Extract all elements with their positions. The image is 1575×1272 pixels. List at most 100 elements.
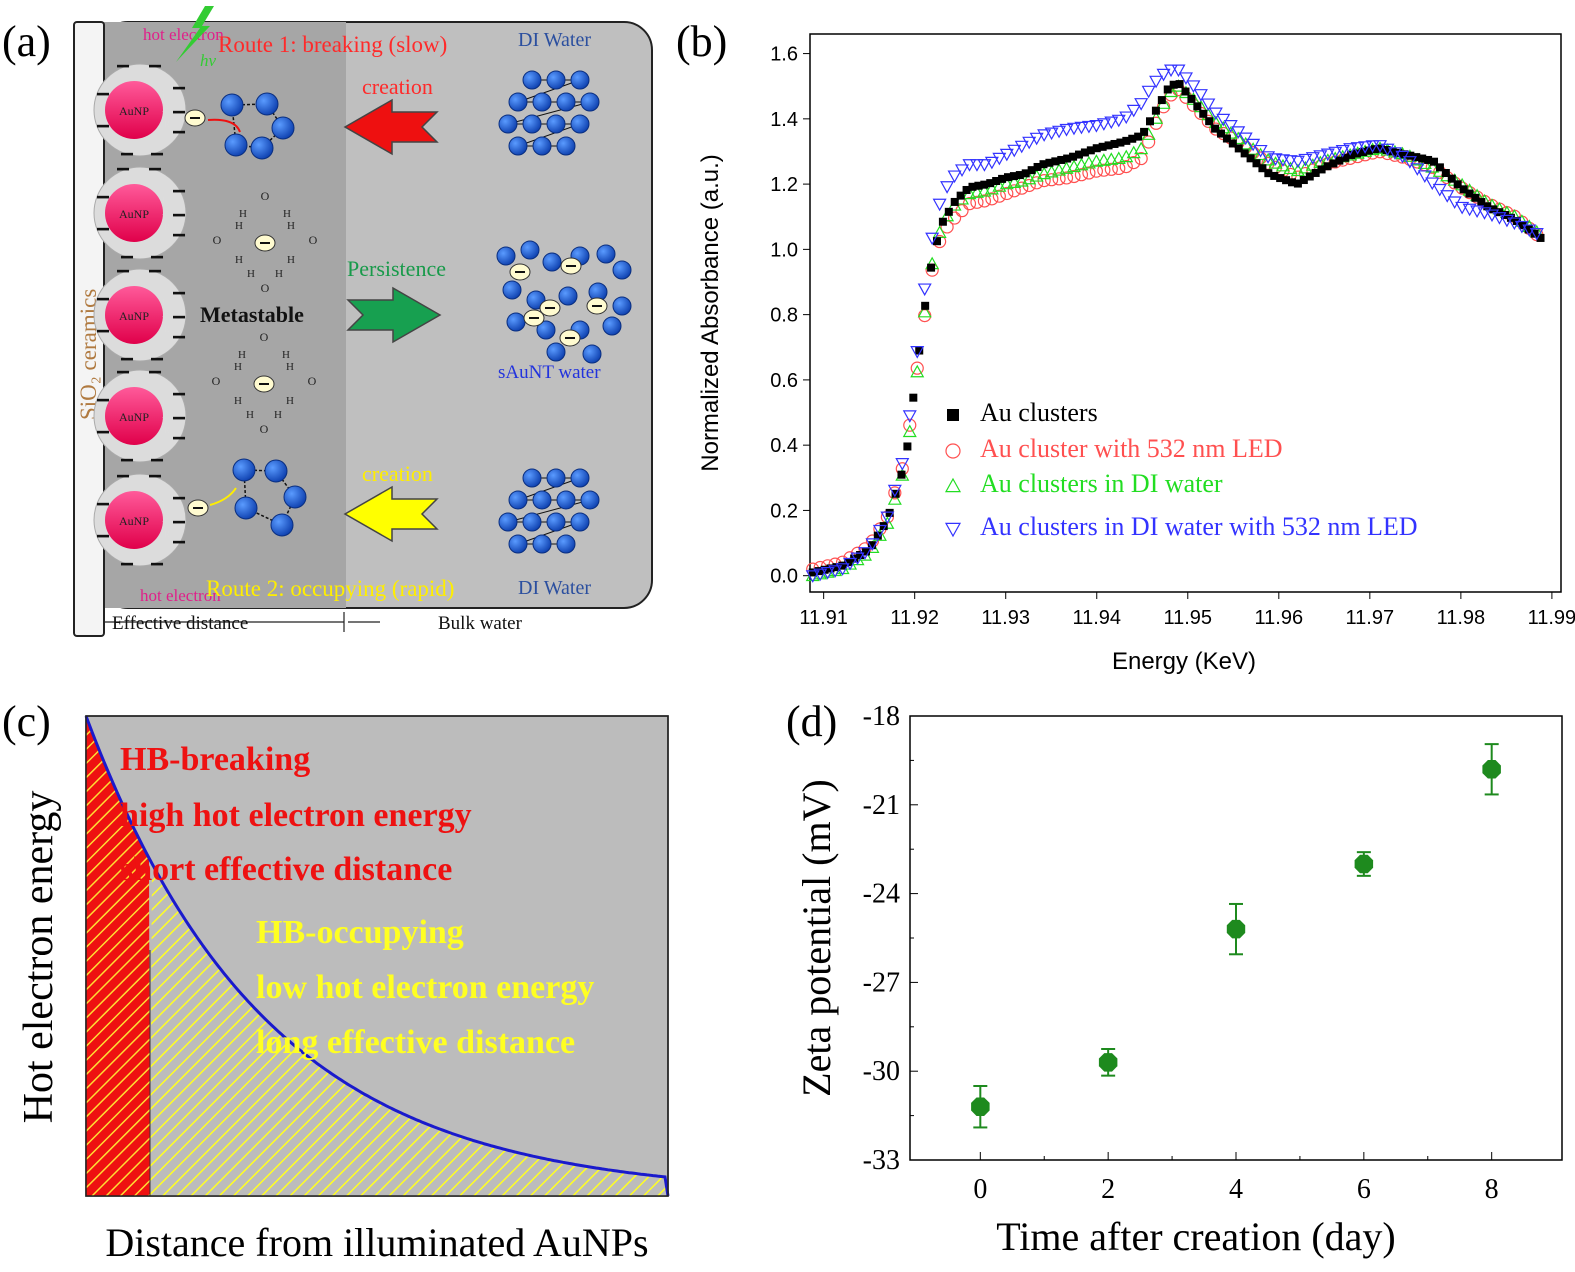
- data-point-triangle-down: [1208, 107, 1223, 121]
- data-point-square: [1447, 174, 1456, 183]
- data-point-circle: [1007, 184, 1021, 198]
- data-point-triangle-down: [1104, 116, 1119, 130]
- data-point-triangle-down: [1074, 121, 1089, 135]
- series-filled-square: [808, 80, 1545, 577]
- negative-charge: −: [172, 178, 186, 205]
- data-point-circle: [1052, 172, 1066, 186]
- cluster-bond: [517, 123, 581, 147]
- sauntwater-ball: [596, 244, 616, 264]
- hydrogen-atom: H: [286, 361, 294, 373]
- data-point-square: [1288, 178, 1297, 187]
- data-point-square: [1092, 144, 1101, 153]
- negative-charge: −: [172, 529, 186, 556]
- zeta-data-point: [1354, 854, 1374, 874]
- panel-label-a: (a): [2, 17, 51, 66]
- hydrogen-atom: H: [238, 349, 246, 361]
- cluster-ball: [570, 70, 590, 90]
- oxygen-atom: O: [212, 374, 221, 388]
- data-point-triangle-up: [1231, 131, 1246, 145]
- data-point-circle: [1089, 164, 1103, 178]
- data-point-triangle-down: [1193, 89, 1208, 102]
- data-point-circle: [1000, 186, 1014, 201]
- cluster-ball: [546, 512, 566, 532]
- plot-d-ylabel: Zeta potential (mV): [794, 779, 839, 1097]
- data-point-circle: [1104, 162, 1118, 176]
- negative-charge: −: [120, 346, 134, 373]
- data-point-square: [1317, 165, 1326, 174]
- lspr-letter: L: [162, 195, 168, 205]
- data-point-square: [1240, 149, 1249, 158]
- data-point-circle: [1201, 114, 1215, 128]
- data-point-triangle-down: [857, 547, 873, 560]
- y-tick-label: -21: [863, 790, 900, 821]
- hydrogen-atom: H: [283, 208, 291, 220]
- panel-b: (b) 11.91 11.92 11.93 11.94 11.95 11.96 11.97 1…: [676, 17, 1575, 675]
- x-tick-label: 6: [1357, 1174, 1371, 1205]
- data-point-square: [1228, 139, 1237, 148]
- data-point-square: [1015, 171, 1024, 180]
- data-point-square: [998, 174, 1007, 183]
- cluster-ball: [508, 136, 528, 156]
- data-point-triangle-down: [1156, 68, 1171, 82]
- data-point-triangle-up: [1261, 152, 1276, 166]
- data-point-triangle-up: [910, 364, 925, 378]
- data-point-triangle-up: [1134, 141, 1149, 155]
- data-point-circle: [1134, 151, 1148, 166]
- data-point-triangle-down: [984, 156, 999, 170]
- x-tick-label: 2: [1101, 1174, 1115, 1205]
- route1-label: Route 1: breaking (slow): [218, 32, 447, 57]
- data-point-square: [956, 191, 965, 200]
- data-point-circle: [970, 195, 984, 209]
- negative-charge: −: [172, 425, 186, 452]
- negative-charge: −: [96, 318, 110, 345]
- energy-decay-curve: [84, 715, 670, 1197]
- lspr-letter: R: [164, 119, 170, 129]
- data-point-triangle-down: [887, 484, 902, 498]
- hydrogen-atom: H: [234, 361, 242, 373]
- data-point-square: [915, 346, 924, 355]
- data-point-triangle-down: [813, 568, 828, 582]
- data-point-square: [1246, 154, 1255, 163]
- data-point-square: [861, 547, 870, 556]
- data-point-triangle-down: [1238, 132, 1253, 146]
- data-point-triangle-down: [962, 159, 977, 172]
- x-tick-label: 8: [1485, 1174, 1499, 1205]
- y-tick-label: 0.4: [770, 435, 798, 457]
- cluster-ball: [570, 512, 590, 532]
- lspr-letter: R: [164, 324, 170, 334]
- aunp-core: [105, 286, 163, 344]
- data-point-circle: [992, 189, 1006, 203]
- data-point-triangle-down: [880, 511, 895, 525]
- aunp-label: AuNP: [119, 514, 149, 528]
- data-point-square: [1370, 145, 1379, 154]
- legend-entry: Au clusters in DI water: [980, 469, 1223, 498]
- data-point-square: [1175, 80, 1184, 89]
- data-point-triangle-down: [1231, 126, 1246, 139]
- data-point-triangle-down: [1134, 98, 1149, 111]
- data-point-triangle-down: [1365, 140, 1380, 153]
- oxygen-atom: O: [260, 330, 269, 344]
- sauntwater-ball: [546, 342, 566, 362]
- negative-charge: −: [116, 463, 130, 490]
- data-point-circle: [1030, 176, 1044, 190]
- data-point-square: [1459, 185, 1468, 194]
- data-point-triangle-up: [1425, 159, 1440, 173]
- lspr-letter: L: [162, 398, 168, 408]
- data-point-square: [1270, 171, 1279, 180]
- hb-breaking-line3: short effective distance: [120, 851, 452, 888]
- data-point-circle: [1074, 168, 1089, 182]
- x-tick-label: 11.98: [1437, 607, 1486, 629]
- panel-label-b: (b): [676, 17, 727, 66]
- data-point-square: [1364, 146, 1373, 155]
- data-point-square: [1205, 117, 1214, 126]
- data-point-triangle-up: [944, 477, 962, 493]
- negative-charge: −: [172, 99, 186, 126]
- hot-electron-bottom-label: hot electron: [140, 586, 221, 605]
- y-tick-label: -27: [863, 967, 900, 998]
- hb-occupying-title: HB-occupying: [256, 914, 464, 951]
- hydrogen-atom: H: [287, 220, 295, 232]
- data-point-triangle-up: [1126, 145, 1141, 159]
- data-point-triangle-down: [1066, 122, 1082, 136]
- data-point-square: [1465, 189, 1474, 198]
